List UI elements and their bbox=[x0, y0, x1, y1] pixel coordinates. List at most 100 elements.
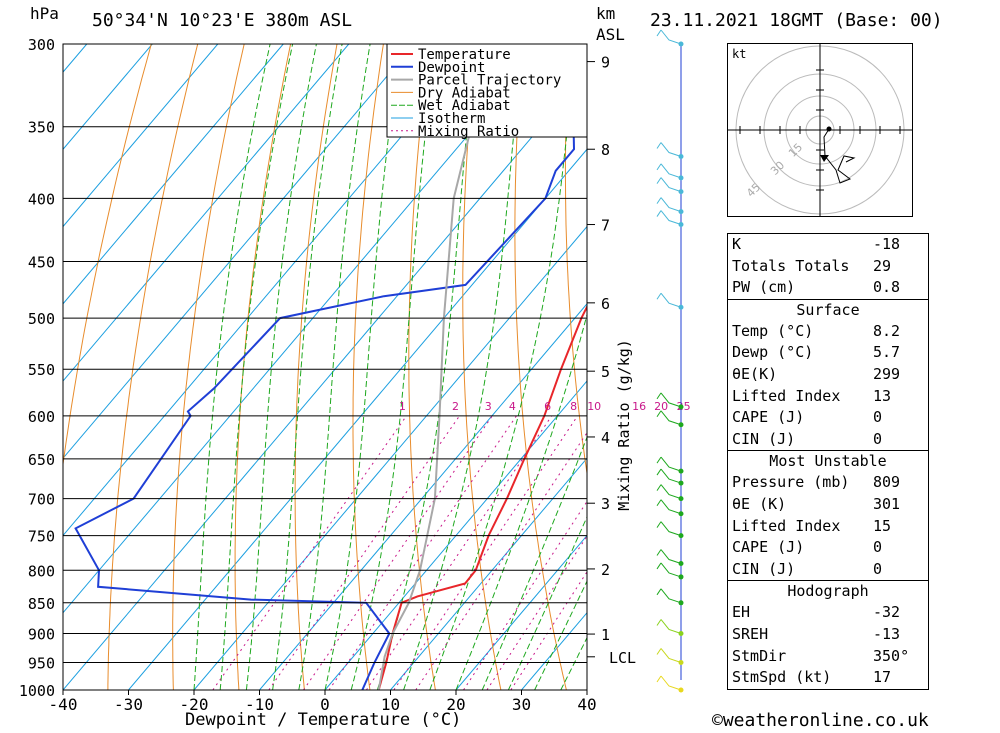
wind-dot bbox=[678, 222, 684, 228]
x-tick-label: -30 bbox=[114, 695, 143, 714]
wind-barb-flag bbox=[656, 521, 662, 528]
wind-barb bbox=[660, 499, 682, 515]
x-tick-label: 40 bbox=[577, 695, 596, 714]
isotherm-line bbox=[63, 44, 415, 460]
pressure-tick-label: 600 bbox=[28, 408, 55, 426]
wind-barb-flag bbox=[656, 392, 662, 400]
pressure-tick-label: 950 bbox=[28, 654, 55, 672]
mixing-ratio-label: 6 bbox=[544, 400, 551, 413]
asl-label: ASL bbox=[596, 25, 625, 44]
stat-row: Totals Totals 29 bbox=[732, 256, 892, 275]
wind-barb bbox=[660, 210, 682, 226]
dewpoint-line bbox=[74, 108, 587, 690]
credit-link[interactable]: ©weatheronline.co.uk bbox=[712, 710, 929, 731]
pressure-tick-label: 1000 bbox=[19, 682, 55, 700]
isotherm-line bbox=[63, 44, 153, 151]
dry-adiabat-line bbox=[352, 44, 384, 690]
wet-adiabat-line bbox=[298, 44, 371, 690]
wind-barb bbox=[660, 648, 682, 663]
x-tick-label: 0 bbox=[320, 695, 330, 714]
km-tick-label: LCL bbox=[609, 649, 636, 667]
x-tick-label: 30 bbox=[512, 695, 531, 714]
stat-row: Temp (°C) 8.2 bbox=[732, 321, 901, 340]
stat-row: StmDir 350° bbox=[732, 646, 910, 665]
wind-barb-flag bbox=[656, 484, 662, 491]
isotherm-line bbox=[259, 303, 587, 690]
isotherm-line bbox=[63, 44, 284, 305]
wind-barb-flag bbox=[656, 29, 662, 37]
wet-adiabat-line bbox=[429, 44, 577, 690]
pressure-tick-label: 500 bbox=[28, 310, 55, 328]
legend-label: Wet Adiabat bbox=[418, 98, 511, 114]
stat-row: Dewp (°C) 5.7 bbox=[732, 343, 901, 362]
wet-adiabat-line bbox=[481, 435, 587, 690]
hodo-ring-label: 30 bbox=[768, 159, 787, 178]
wind-dot bbox=[678, 511, 684, 517]
isotherm-line bbox=[455, 534, 587, 690]
stat-row: CIN (J) 0 bbox=[732, 429, 883, 448]
x-tick-label: -10 bbox=[245, 695, 274, 714]
mixing-ratio-label: 10 bbox=[587, 400, 601, 413]
stat-row: Lifted Index 15 bbox=[732, 516, 892, 535]
wind-barb bbox=[660, 392, 682, 408]
pressure-tick-label: 900 bbox=[28, 625, 55, 643]
stat-row: Lifted Index 13 bbox=[732, 386, 892, 405]
hodo-start-dot bbox=[826, 126, 832, 132]
hodo-trace bbox=[823, 128, 856, 184]
mixing-ratio-line bbox=[486, 535, 587, 690]
wind-dot bbox=[678, 189, 684, 195]
mixing-ratio-label: 20 bbox=[654, 400, 668, 413]
legend-box bbox=[386, 43, 588, 138]
wind-barb bbox=[660, 484, 682, 500]
wet-adiabat-line bbox=[324, 44, 402, 690]
wind-barb-flag bbox=[656, 648, 662, 655]
mixing-ratio-label: 25 bbox=[677, 400, 691, 413]
wind-barb-flag bbox=[656, 142, 662, 149]
stat-row: CAPE (J) 0 bbox=[732, 408, 883, 427]
dry-adiabat-line bbox=[63, 44, 152, 468]
legend-label: Mixing Ratio bbox=[418, 124, 519, 140]
stat-row: K -18 bbox=[732, 235, 901, 253]
pressure-tick-label: 750 bbox=[28, 528, 55, 546]
dry-adiabat-line bbox=[514, 44, 567, 690]
isotherm-line bbox=[0, 44, 21, 690]
wind-barb-flag bbox=[656, 177, 662, 184]
wind-dot bbox=[678, 687, 684, 693]
wind-barb-flag bbox=[656, 210, 662, 217]
wind-barb bbox=[660, 197, 682, 213]
wind-barb bbox=[660, 588, 682, 604]
x-axis-title: Dewpoint / Temperature (°C) bbox=[185, 710, 462, 730]
km-tick-label: 4 bbox=[601, 429, 610, 447]
location-title: 50°34'N 10°23'E 380m ASL bbox=[92, 10, 353, 31]
hodograph-panel: kt 15 30 45 bbox=[727, 43, 913, 217]
x-tick-label: 10 bbox=[381, 695, 400, 714]
wind-dot bbox=[678, 422, 684, 428]
hodo-unit-label: kt bbox=[732, 47, 746, 61]
wind-dot bbox=[678, 175, 684, 181]
mixing-ratio-line bbox=[365, 415, 553, 690]
dry-adiabat-line bbox=[987, 44, 1000, 690]
isotherm-line bbox=[63, 44, 219, 228]
surface-title: Surface bbox=[728, 298, 928, 321]
wind-dot bbox=[678, 496, 684, 502]
wind-barb bbox=[660, 163, 682, 179]
wind-barb bbox=[660, 562, 682, 578]
legend-label: Dewpoint bbox=[418, 60, 485, 76]
parcel-trajectory-line bbox=[377, 78, 485, 690]
wet-adiabat-line bbox=[534, 580, 587, 690]
wind-barb bbox=[660, 468, 682, 484]
hpa-axis-label: hPa bbox=[30, 4, 59, 23]
km-tick-label: 6 bbox=[601, 295, 610, 313]
legend-label: Isotherm bbox=[418, 111, 485, 127]
wind-barb-flag bbox=[656, 549, 662, 556]
pressure-tick-label: 400 bbox=[28, 190, 55, 208]
x-tick-label: -40 bbox=[49, 695, 78, 714]
dry-adiabat-line bbox=[940, 44, 1000, 690]
plot-frame bbox=[62, 43, 588, 691]
km-tick-label: 2 bbox=[601, 561, 610, 579]
wind-barb-flag bbox=[656, 410, 662, 418]
wind-dot bbox=[678, 600, 684, 606]
wind-dot bbox=[678, 404, 684, 410]
pressure-tick-label: 650 bbox=[28, 451, 55, 469]
